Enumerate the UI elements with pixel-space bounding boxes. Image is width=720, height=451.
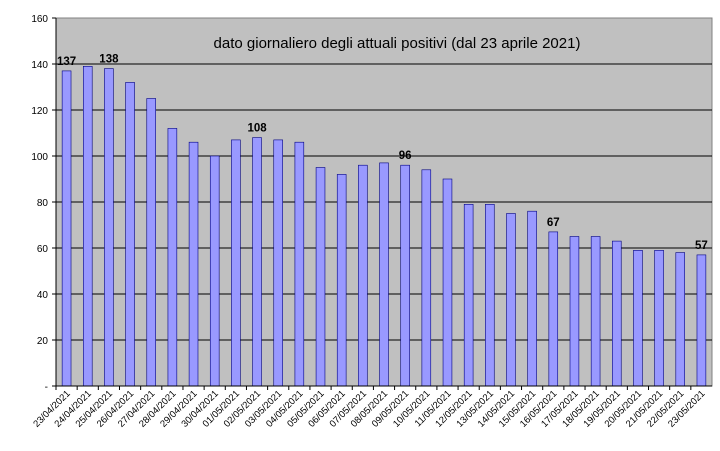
- bar: [358, 164, 368, 387]
- data-label: 67: [547, 217, 560, 229]
- y-tick-label: 80: [37, 198, 49, 209]
- y-axis-ticks: - 20 40 60 80 100 120 140 160: [31, 14, 712, 393]
- bar: [527, 210, 537, 387]
- bar: [548, 231, 559, 387]
- bar: [463, 204, 474, 387]
- y-tick-label: 100: [31, 152, 48, 163]
- bar: [633, 250, 643, 387]
- data-label: 137: [57, 56, 76, 68]
- y-tick-label: 160: [31, 14, 48, 25]
- chart-title: dato giornaliero degli attuali positivi …: [214, 35, 581, 52]
- data-labels: 137 138 108 96 67 57: [57, 54, 708, 252]
- y-tick-label: 20: [37, 336, 49, 347]
- bar: [590, 236, 601, 387]
- bar: [612, 240, 622, 387]
- data-label: 96: [399, 150, 412, 162]
- bar: [231, 139, 241, 387]
- bar: [315, 167, 326, 387]
- y-tick-label: 40: [37, 290, 49, 301]
- y-tick-label: -: [45, 382, 48, 393]
- x-axis-ticks: 23/04/202124/04/202125/04/202126/04/2021…: [31, 386, 708, 430]
- bar: [442, 178, 453, 387]
- bar: [336, 174, 347, 387]
- bar: [654, 250, 664, 387]
- bar: [506, 213, 516, 387]
- bar: [61, 70, 72, 387]
- y-tick-label: 60: [37, 244, 49, 255]
- bar: [400, 164, 410, 387]
- bar: [294, 141, 305, 387]
- data-label: 138: [99, 54, 119, 66]
- bar: [485, 204, 495, 387]
- bar: [273, 139, 283, 387]
- data-label: 57: [695, 240, 708, 252]
- y-tick-label: 120: [31, 106, 48, 117]
- bar: [125, 82, 135, 387]
- bar: [82, 66, 93, 387]
- y-tick-label: 140: [31, 60, 48, 71]
- bar: [252, 137, 262, 387]
- bar: [421, 169, 432, 387]
- bar: [188, 141, 199, 387]
- bar: [379, 162, 389, 387]
- bar: [146, 98, 156, 387]
- bar: [675, 252, 686, 387]
- bar: [167, 128, 178, 387]
- bar: [696, 254, 707, 387]
- bar: [209, 155, 220, 387]
- bar: [104, 68, 114, 387]
- grid-lines: [56, 63, 712, 341]
- bar: [569, 236, 580, 387]
- data-label: 108: [247, 123, 267, 135]
